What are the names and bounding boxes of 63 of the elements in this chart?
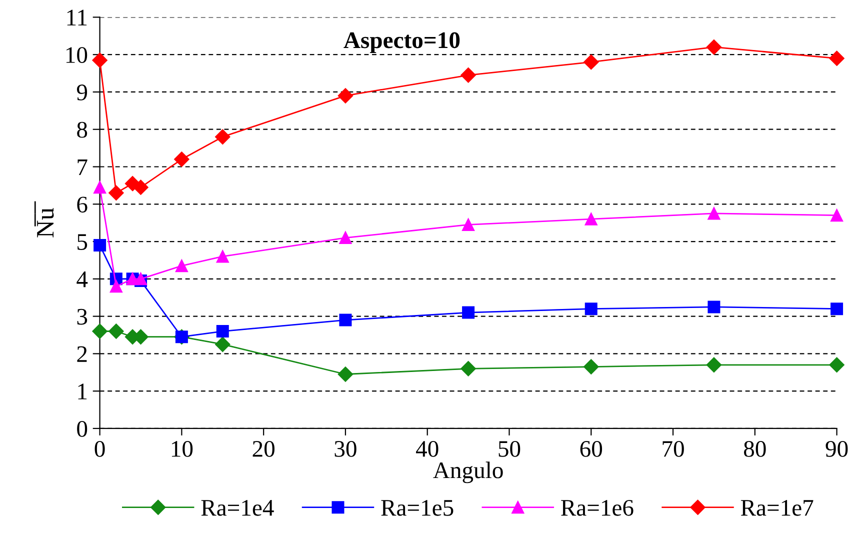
point bbox=[338, 366, 354, 382]
x-tick-label: 70 bbox=[662, 440, 684, 457]
point bbox=[460, 68, 476, 83]
point bbox=[92, 52, 108, 68]
point bbox=[94, 239, 106, 252]
y-axis-title: N̅u̅ bbox=[34, 201, 54, 238]
point bbox=[92, 324, 108, 339]
point bbox=[215, 129, 230, 144]
y-tick-label: 4 bbox=[76, 272, 88, 288]
point bbox=[830, 209, 844, 222]
point bbox=[829, 50, 844, 66]
point bbox=[133, 180, 148, 195]
point bbox=[215, 336, 230, 352]
point bbox=[108, 185, 124, 200]
x-tick-label: 40 bbox=[416, 440, 438, 457]
point bbox=[94, 181, 106, 194]
point bbox=[339, 232, 352, 244]
y-tick-label: 5 bbox=[78, 234, 88, 250]
point bbox=[462, 306, 475, 319]
point bbox=[338, 88, 354, 104]
y-tick-label: 1 bbox=[78, 384, 87, 400]
legend-label: Ra=1e5 bbox=[381, 500, 454, 516]
point bbox=[584, 54, 599, 70]
y-tick-label: 8 bbox=[77, 122, 88, 138]
point bbox=[216, 325, 229, 338]
x-tick-label: 0 bbox=[94, 440, 105, 457]
point bbox=[462, 218, 475, 231]
point bbox=[584, 212, 598, 226]
x-tick-label: 20 bbox=[252, 440, 274, 457]
x-tick-label: 60 bbox=[580, 440, 602, 457]
point bbox=[708, 207, 720, 220]
point bbox=[830, 302, 844, 316]
point bbox=[584, 302, 598, 316]
x-tick-label: 50 bbox=[498, 440, 520, 457]
x-axis-title: Angulo bbox=[433, 462, 503, 484]
y-tick-label: 2 bbox=[77, 346, 87, 362]
point bbox=[174, 152, 190, 167]
x-tick-label: 10 bbox=[172, 440, 193, 457]
point bbox=[216, 250, 229, 263]
point bbox=[708, 300, 720, 314]
point bbox=[175, 260, 188, 272]
point bbox=[108, 324, 124, 339]
y-tick-label: 3 bbox=[77, 308, 88, 325]
y-tick-label: 6 bbox=[77, 196, 88, 213]
y-tick-label: 7 bbox=[78, 159, 88, 175]
point bbox=[339, 314, 352, 326]
point bbox=[706, 40, 722, 55]
legend-label: Ra=1e4 bbox=[201, 500, 274, 516]
x-tick-label: 90 bbox=[826, 440, 848, 457]
x-tick-label: 80 bbox=[744, 440, 766, 457]
point bbox=[584, 359, 599, 374]
x-tick-label: 30 bbox=[334, 440, 356, 457]
point bbox=[829, 357, 844, 372]
legend-label: Ra=1e6 bbox=[561, 500, 634, 516]
point bbox=[706, 357, 722, 372]
text: Aspecto=10 bbox=[344, 32, 460, 54]
y-tick-label: 11 bbox=[67, 10, 87, 26]
y-tick-label: 10 bbox=[66, 47, 88, 64]
point bbox=[110, 280, 122, 293]
y-tick-label: 9 bbox=[76, 84, 88, 100]
point bbox=[460, 361, 476, 376]
y-tick-label: 0 bbox=[77, 420, 88, 437]
legend-label: Ra=1e7 bbox=[740, 500, 814, 516]
